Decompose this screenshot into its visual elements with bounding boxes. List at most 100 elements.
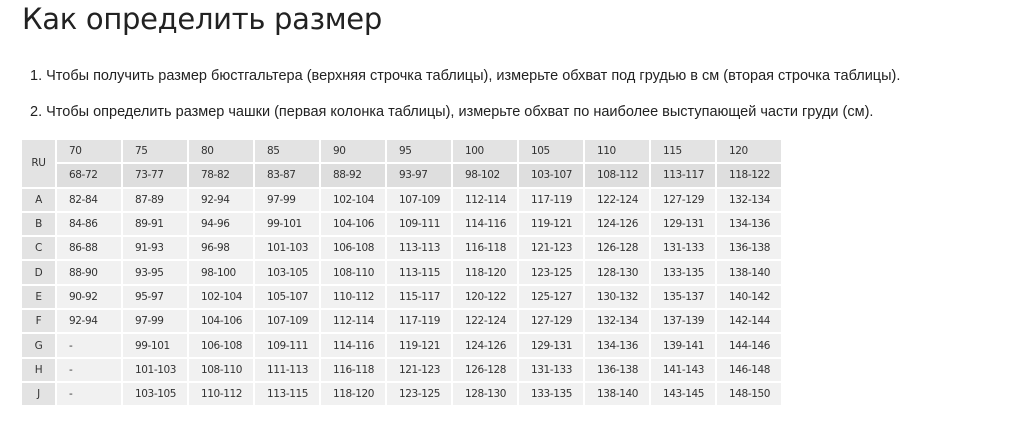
bust-range-cell: 112-114: [320, 309, 387, 335]
table-row: B 84-86 89-91 94-96 99-101 104-106 109-111 114-…: [22, 211, 783, 238]
underbust-cell: 73-77: [122, 163, 189, 189]
cup-label: A: [22, 187, 57, 213]
band-size-row: RU 70 75 80 85 90 95 100 105 110 115 120: [22, 140, 783, 189]
underbust-row: 68-72 73-77 78-82 83-87 88-92 93-97 98-102 103-…: [22, 163, 783, 189]
bust-range-cell: 97-99: [122, 309, 189, 335]
bust-range-cell: 106-108: [320, 236, 387, 262]
cup-label: C: [22, 236, 57, 262]
bust-range-cell: 108-110: [320, 260, 387, 286]
bust-range-cell: 95-97: [122, 284, 189, 311]
bust-range-cell: 129-131: [650, 211, 717, 238]
table-row: C 86-88 91-93 96-98 101-103 106-108 113-113 116…: [22, 236, 783, 262]
bust-range-cell: 105-107: [254, 284, 321, 311]
underbust-cell: 108-112: [584, 163, 651, 189]
bust-range-cell: 106-108: [188, 333, 255, 359]
cup-label: E: [22, 284, 57, 311]
bust-range-cell: 115-117: [386, 284, 453, 311]
bust-range-cell: 112-114: [452, 187, 519, 213]
bust-range-cell: 134-136: [716, 211, 783, 238]
bust-range-cell: 104-106: [188, 309, 255, 335]
table-row: D 88-90 93-95 98-100 103-105 108-110 113-115 11…: [22, 260, 783, 286]
cup-label: H: [22, 357, 57, 383]
bust-range-cell: 131-133: [518, 357, 585, 383]
bust-range-cell: -: [56, 381, 123, 408]
bust-range-cell: 144-146: [716, 333, 783, 359]
bust-range-cell: 102-104: [320, 187, 387, 213]
bust-range-cell: 127-129: [650, 187, 717, 213]
bust-range-cell: 86-88: [56, 236, 123, 262]
bust-range-cell: 132-134: [716, 187, 783, 213]
bust-range-cell: 99-101: [122, 333, 189, 359]
bust-range-cell: 122-124: [452, 309, 519, 335]
bust-range-cell: 96-98: [188, 236, 255, 262]
bust-range-cell: 132-134: [584, 309, 651, 335]
bust-range-cell: 123-125: [386, 381, 453, 408]
cup-label: G: [22, 333, 57, 359]
bust-range-cell: 88-90: [56, 260, 123, 286]
cup-label: B: [22, 211, 57, 238]
bust-range-cell: 126-128: [452, 357, 519, 383]
bust-range-cell: 131-133: [650, 236, 717, 262]
band-size-cell: 120: [716, 140, 783, 165]
underbust-cell: 88-92: [320, 163, 387, 189]
bust-range-cell: 140-142: [716, 284, 783, 311]
underbust-cell: 78-82: [188, 163, 255, 189]
bust-range-cell: 118-120: [320, 381, 387, 408]
bust-range-cell: 136-138: [584, 357, 651, 383]
bust-range-cell: 101-103: [254, 236, 321, 262]
bust-range-cell: 129-131: [518, 333, 585, 359]
bust-range-cell: 138-140: [716, 260, 783, 286]
bust-range-cell: -: [56, 357, 123, 383]
bust-range-cell: 133-135: [518, 381, 585, 408]
bust-range-cell: 92-94: [56, 309, 123, 335]
band-size-cell: 105: [518, 140, 585, 165]
bust-range-cell: 87-89: [122, 187, 189, 213]
bust-range-cell: 120-122: [452, 284, 519, 311]
bust-range-cell: 138-140: [584, 381, 651, 408]
size-table: RU 70 75 80 85 90 95 100 105 110 115 120 68-72 73-77 7…: [22, 140, 783, 408]
bust-range-cell: 98-100: [188, 260, 255, 286]
bust-range-cell: 91-93: [122, 236, 189, 262]
bust-range-cell: 82-84: [56, 187, 123, 213]
table-row: E 90-92 95-97 102-104 105-107 110-112 115-117 1…: [22, 284, 783, 311]
bust-range-cell: 121-123: [386, 357, 453, 383]
band-size-cell: 100: [452, 140, 519, 165]
bust-range-cell: 92-94: [188, 187, 255, 213]
band-size-cell: 90: [320, 140, 387, 165]
bust-range-cell: 97-99: [254, 187, 321, 213]
bust-range-cell: 123-125: [518, 260, 585, 286]
bust-range-cell: 107-109: [386, 187, 453, 213]
bust-range-cell: 94-96: [188, 211, 255, 238]
bust-range-cell: 130-132: [584, 284, 651, 311]
bust-range-cell: 89-91: [122, 211, 189, 238]
bust-range-cell: 103-105: [122, 381, 189, 408]
bust-range-cell: 142-144: [716, 309, 783, 335]
table-row: J -103-105 110-112 113-115 118-120 123-125 128…: [22, 381, 783, 408]
underbust-cell: 93-97: [386, 163, 453, 189]
instruction-band-size: 1. Чтобы получить размер бюстгальтера (в…: [30, 68, 901, 84]
bust-range-cell: 113-115: [386, 260, 453, 286]
bust-range-cell: 148-150: [716, 381, 783, 408]
bust-range-cell: 101-103: [122, 357, 189, 383]
bust-range-cell: 137-139: [650, 309, 717, 335]
bust-range-cell: 124-126: [584, 211, 651, 238]
bust-range-cell: 141-143: [650, 357, 717, 383]
cup-label: J: [22, 381, 57, 408]
bust-range-cell: -: [56, 333, 123, 359]
cup-label: D: [22, 260, 57, 286]
bust-range-cell: 102-104: [188, 284, 255, 311]
bust-range-cell: 122-124: [584, 187, 651, 213]
bust-range-cell: 116-118: [320, 357, 387, 383]
bust-range-cell: 84-86: [56, 211, 123, 238]
cup-label: F: [22, 309, 57, 335]
bust-range-cell: 139-141: [650, 333, 717, 359]
underbust-cell: 118-122: [716, 163, 783, 189]
bust-range-cell: 110-112: [188, 381, 255, 408]
bust-range-cell: 93-95: [122, 260, 189, 286]
bust-range-cell: 121-123: [518, 236, 585, 262]
bust-range-cell: 110-112: [320, 284, 387, 311]
table-row: A 82-84 87-89 92-94 97-99 102-104 107-109 112-1…: [22, 187, 783, 213]
band-size-cell: 115: [650, 140, 717, 165]
underbust-cell: 98-102: [452, 163, 519, 189]
bust-range-cell: 134-136: [584, 333, 651, 359]
